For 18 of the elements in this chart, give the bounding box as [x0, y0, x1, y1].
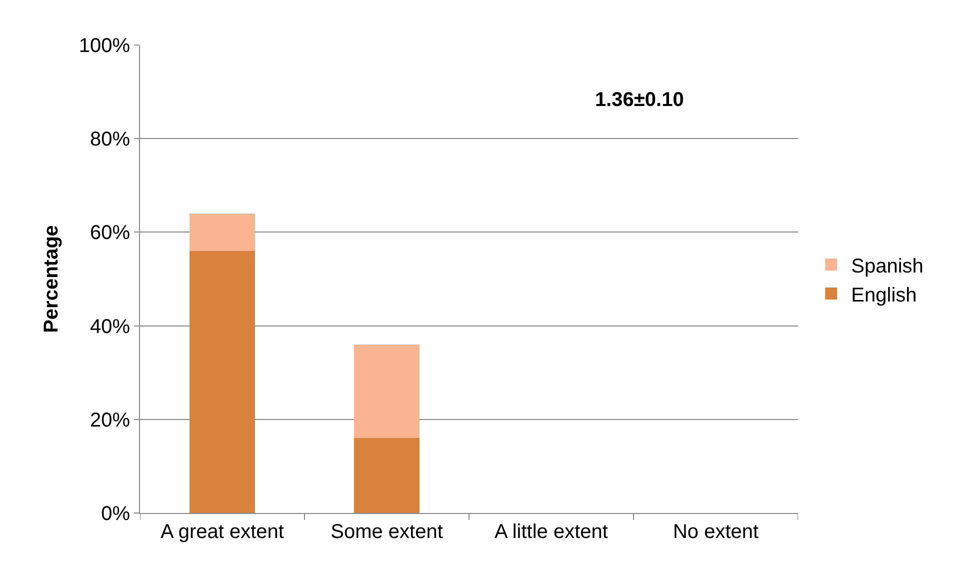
- x-tick-label: A little extent: [494, 521, 608, 543]
- y-tick-label: 40%: [90, 316, 130, 338]
- y-tick-label: 0%: [101, 503, 130, 525]
- y-tick-label: 60%: [90, 222, 130, 244]
- annotation: 1.36±0.10: [595, 89, 684, 111]
- bar: [189, 213, 256, 251]
- legend-label: English: [851, 284, 917, 306]
- x-tick-label: Some extent: [330, 521, 444, 543]
- legend-label: Spanish: [851, 255, 924, 278]
- y-tick-label: 80%: [90, 128, 130, 151]
- y-axis-title: Percentage: [40, 225, 62, 333]
- y-tick-label: 100%: [78, 35, 130, 57]
- y-tick-label: 20%: [90, 409, 130, 432]
- x-tick-label: A great extent: [160, 521, 284, 543]
- bar: [189, 250, 256, 513]
- bar: [354, 438, 420, 513]
- bar: [354, 344, 420, 438]
- x-tick-label: No extent: [672, 521, 759, 543]
